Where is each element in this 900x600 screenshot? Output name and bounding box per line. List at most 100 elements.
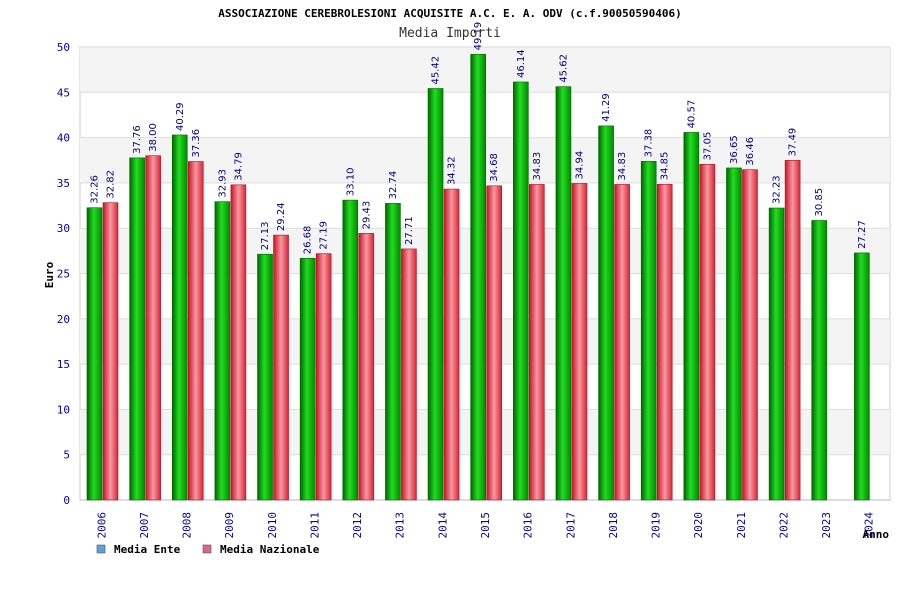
y-tick-label: 40 — [57, 132, 70, 145]
value-label-media-nazionale-2014: 34.32 — [447, 156, 458, 185]
x-tick-label-2021: 2021 — [735, 512, 748, 539]
x-tick-label-2008: 2008 — [181, 512, 194, 539]
value-label-media-ente-2021: 36.65 — [729, 135, 740, 164]
legend-swatch-media-ente — [96, 544, 106, 554]
x-tick-label-2013: 2013 — [394, 512, 407, 539]
value-label-media-ente-2019: 37.38 — [644, 129, 655, 158]
bar-media-ente-2012 — [342, 199, 359, 501]
value-label-media-nazionale-2007: 38.00 — [148, 123, 159, 152]
x-tick-label-2007: 2007 — [138, 512, 151, 539]
y-tick-label: 35 — [57, 177, 70, 190]
value-label-media-ente-2016: 46.14 — [516, 49, 527, 78]
value-label-media-nazionale-2013: 27.71 — [404, 216, 415, 245]
value-label-media-ente-2009: 32.93 — [217, 169, 228, 198]
bar-media-nazionale-2009 — [230, 184, 247, 501]
value-label-media-ente-2012: 33.10 — [345, 167, 356, 196]
bar-media-ente-2023 — [811, 220, 828, 501]
bar-media-ente-2024 — [854, 252, 870, 501]
value-labels-group: 32.26 32.82 37.76 38.00 40.29 37.36 32.93 34.79… — [90, 22, 868, 255]
bar-media-nazionale-2014 — [443, 188, 460, 501]
bar-media-ente-2017 — [555, 86, 572, 501]
bar-media-nazionale-2008 — [187, 161, 204, 501]
value-label-media-nazionale-2012: 29.43 — [361, 201, 372, 230]
value-label-media-nazionale-2009: 34.79 — [233, 152, 244, 181]
y-tick-label: 20 — [57, 313, 70, 326]
legend: Media Ente Media Nazionale — [96, 543, 320, 556]
x-tick-label-2024: 2024 — [863, 512, 876, 539]
bar-media-nazionale-2022 — [784, 160, 801, 501]
y-tick-label: 0 — [63, 494, 70, 507]
value-label-media-ente-2020: 40.57 — [686, 100, 697, 129]
bar-media-ente-2010 — [257, 253, 273, 501]
value-label-media-nazionale-2016: 34.83 — [532, 152, 543, 181]
value-label-media-ente-2024: 27.27 — [857, 220, 868, 249]
x-tick-label-2015: 2015 — [479, 512, 492, 539]
x-tick-label-2014: 2014 — [436, 512, 449, 539]
bar-media-nazionale-2013 — [401, 248, 417, 501]
value-label-media-ente-2010: 27.13 — [260, 222, 271, 251]
y-tick-label: 45 — [57, 86, 70, 99]
x-tick-label-2006: 2006 — [95, 512, 108, 539]
chart-title: ASSOCIAZIONE CEREBROLESIONI ACQUISITE A.… — [218, 7, 682, 20]
bar-media-nazionale-2015 — [486, 185, 502, 501]
value-label-media-ente-2014: 45.42 — [431, 56, 442, 85]
value-label-media-nazionale-2021: 36.46 — [745, 137, 756, 166]
bar-media-nazionale-2021 — [742, 169, 758, 501]
bar-media-ente-2019 — [640, 161, 657, 501]
bar-media-ente-2011 — [299, 257, 316, 501]
x-axis-ticks: 2006 2007 2008 2009 2010 2011 2012 2013 2014 2015… — [95, 512, 875, 539]
x-tick-label-2023: 2023 — [820, 512, 833, 539]
value-label-media-ente-2017: 45.62 — [558, 54, 569, 83]
y-tick-label: 10 — [57, 403, 70, 416]
bar-media-nazionale-2012 — [358, 233, 375, 501]
x-tick-label-2010: 2010 — [266, 512, 279, 539]
bar-media-nazionale-2011 — [315, 253, 332, 501]
legend-label-media-ente: Media Ente — [114, 543, 181, 556]
x-tick-label-2022: 2022 — [777, 512, 790, 539]
bar-media-nazionale-2019 — [656, 183, 673, 501]
y-axis-ticks: 0 5 10 15 20 25 30 35 40 45 50 — [57, 41, 70, 507]
bar-media-nazionale-2006 — [102, 202, 119, 501]
bar-media-ente-2020 — [683, 132, 700, 501]
x-tick-label-2018: 2018 — [607, 512, 620, 539]
legend-label-media-nazionale: Media Nazionale — [220, 543, 320, 556]
value-label-media-nazionale-2011: 27.19 — [319, 221, 330, 250]
x-tick-label-2020: 2020 — [692, 512, 705, 539]
value-label-media-nazionale-2022: 37.49 — [788, 128, 799, 157]
x-tick-label-2011: 2011 — [308, 512, 321, 539]
value-label-media-nazionale-2018: 34.83 — [617, 152, 628, 181]
bar-media-ente-2021 — [726, 167, 742, 501]
legend-swatch-media-nazionale — [202, 544, 212, 554]
bar-media-ente-2009 — [214, 201, 231, 501]
value-label-media-ente-2022: 32.23 — [772, 175, 783, 204]
value-label-media-ente-2013: 32.74 — [388, 171, 399, 200]
y-axis-label: Euro — [43, 261, 56, 288]
bar-media-ente-2015 — [470, 54, 486, 501]
value-label-media-ente-2023: 30.85 — [814, 188, 825, 217]
value-label-media-ente-2008: 40.29 — [175, 102, 186, 131]
bar-media-ente-2008 — [171, 134, 188, 501]
x-tick-label-2016: 2016 — [522, 512, 535, 539]
bar-media-nazionale-2018 — [614, 184, 630, 501]
value-label-media-nazionale-2006: 32.82 — [106, 170, 117, 199]
bar-media-nazionale-2016 — [529, 184, 545, 501]
value-label-media-ente-2007: 37.76 — [132, 125, 143, 154]
x-tick-label-2017: 2017 — [564, 512, 577, 539]
bar-media-ente-2018 — [598, 125, 614, 501]
bar-media-ente-2014 — [427, 88, 444, 501]
x-tick-label-2019: 2019 — [650, 512, 663, 539]
value-label-media-ente-2006: 32.26 — [90, 175, 101, 204]
bar-media-nazionale-2017 — [571, 183, 588, 501]
y-tick-label: 5 — [63, 449, 70, 462]
value-label-media-ente-2011: 26.68 — [303, 226, 314, 255]
bar-media-ente-2007 — [129, 157, 145, 501]
x-tick-label-2009: 2009 — [223, 512, 236, 539]
value-label-media-ente-2018: 41.29 — [601, 93, 612, 122]
y-tick-label: 50 — [57, 41, 70, 54]
value-label-media-ente-2015: 49.19 — [473, 22, 484, 51]
y-tick-label: 30 — [57, 222, 70, 235]
value-label-media-nazionale-2008: 37.36 — [191, 129, 202, 158]
value-label-media-nazionale-2020: 37.05 — [702, 132, 713, 161]
